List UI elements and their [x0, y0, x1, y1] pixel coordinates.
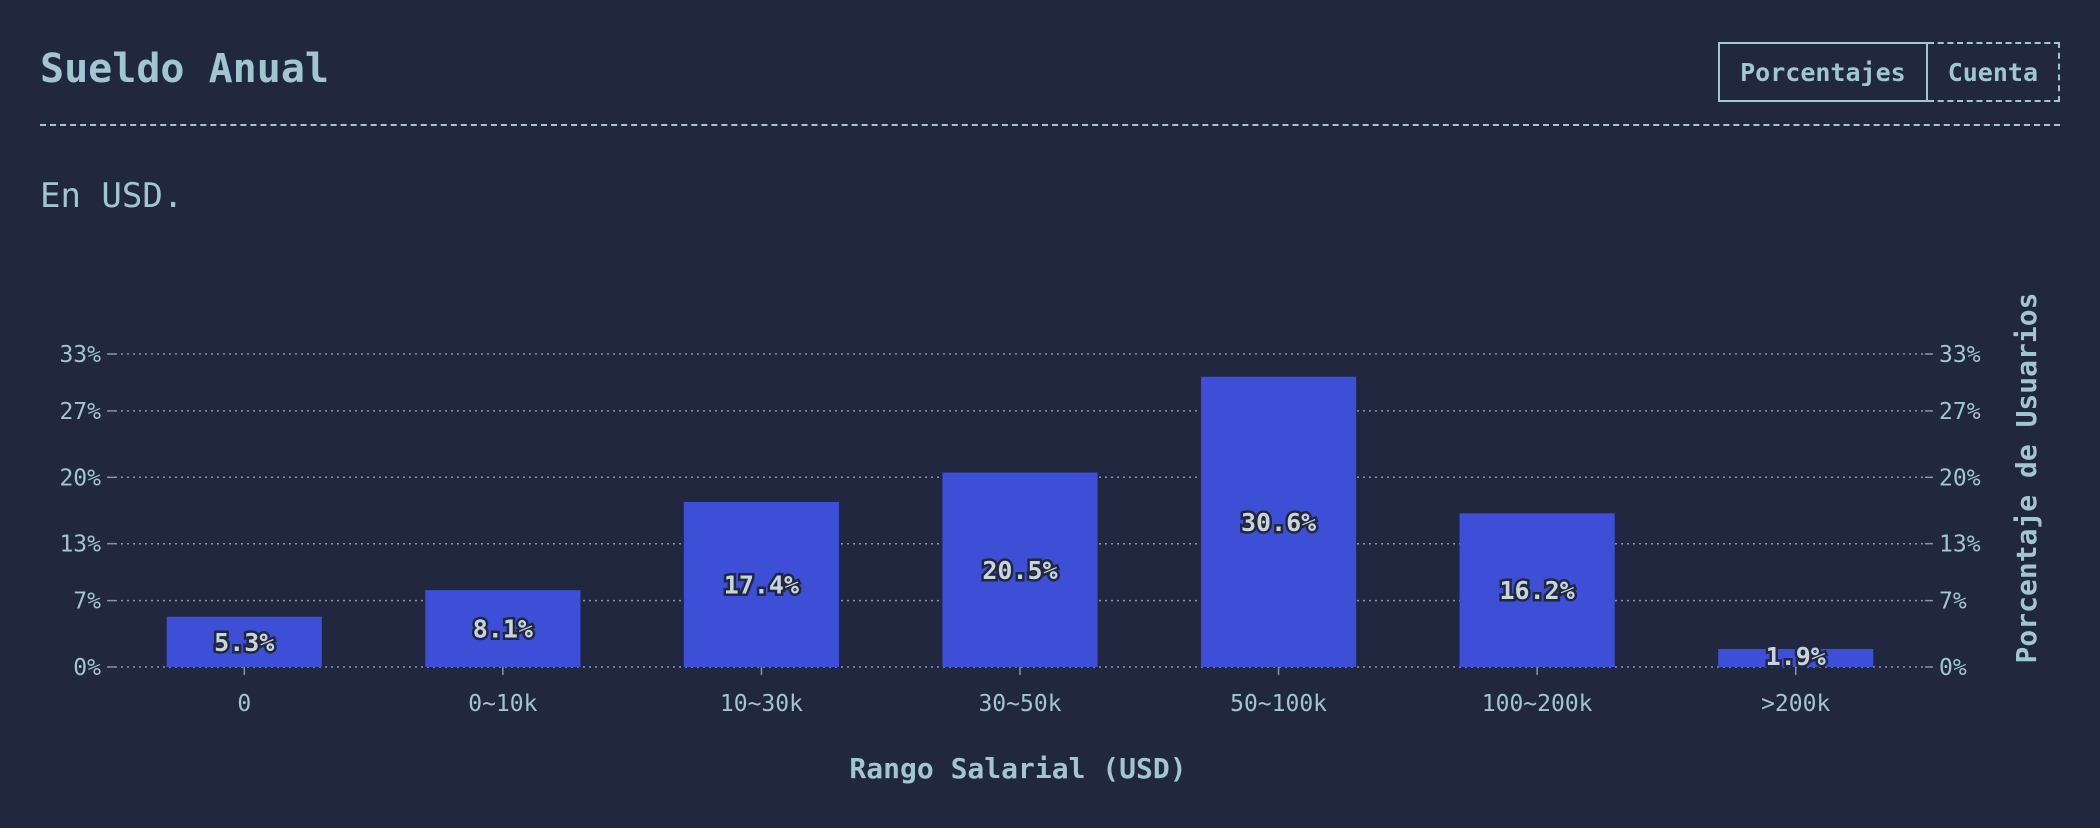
bar-value-label: 8.1%: [473, 615, 533, 644]
chart-title: Sueldo Anual: [40, 46, 329, 92]
x-tick-label: >200k: [1761, 691, 1830, 717]
bar-value-label: 30.6%: [1241, 508, 1316, 537]
chart-subtitle: En USD.: [40, 176, 184, 216]
y-tick-label-left: 0%: [73, 655, 101, 681]
x-tick-label: 50~100k: [1230, 691, 1327, 717]
y-tick-label-right: 33%: [1939, 342, 1981, 368]
bar-value-label: 16.2%: [1500, 576, 1575, 605]
y-tick-label-right: 20%: [1939, 465, 1981, 491]
x-tick-label: 30~50k: [978, 691, 1061, 717]
x-tick-label: 100~200k: [1482, 691, 1593, 717]
view-toggle: Porcentajes Cuenta: [1718, 42, 2060, 102]
bar-value-label: 17.4%: [724, 570, 799, 599]
bar-value-label: 5.3%: [214, 628, 274, 657]
y-tick-label-right: 0%: [1939, 655, 1967, 681]
y-axis-title: Porcentaje de Usuarios: [2010, 293, 2043, 664]
x-tick-label: 10~30k: [720, 691, 803, 717]
bar-value-label: 20.5%: [982, 556, 1057, 585]
y-tick-label-right: 13%: [1939, 532, 1981, 558]
bar: [942, 472, 1098, 667]
bar: [1718, 648, 1874, 667]
bar: [683, 501, 839, 667]
y-tick-label-left: 27%: [59, 399, 101, 425]
count-toggle-button[interactable]: Cuenta: [1927, 42, 2060, 102]
bar: [1201, 376, 1357, 667]
x-tick-label: 0: [237, 691, 251, 717]
y-tick-label-left: 13%: [59, 532, 101, 558]
bar-value-label: 1.9%: [1766, 642, 1826, 671]
y-tick-label-right: 27%: [1939, 399, 1981, 425]
bar: [1459, 513, 1615, 667]
y-tick-label-right: 7%: [1939, 589, 1967, 615]
x-tick-label: 0~10k: [468, 691, 537, 717]
bar: [166, 616, 322, 667]
chart-header: Sueldo Anual Porcentajes Cuenta: [40, 40, 2060, 126]
y-tick-label-left: 7%: [73, 589, 101, 615]
percent-toggle-button[interactable]: Porcentajes: [1718, 42, 1928, 102]
y-tick-label-left: 20%: [59, 465, 101, 491]
y-tick-label-left: 33%: [59, 342, 101, 368]
x-axis-title: Rango Salarial (USD): [849, 752, 1186, 785]
bar: [425, 590, 581, 667]
